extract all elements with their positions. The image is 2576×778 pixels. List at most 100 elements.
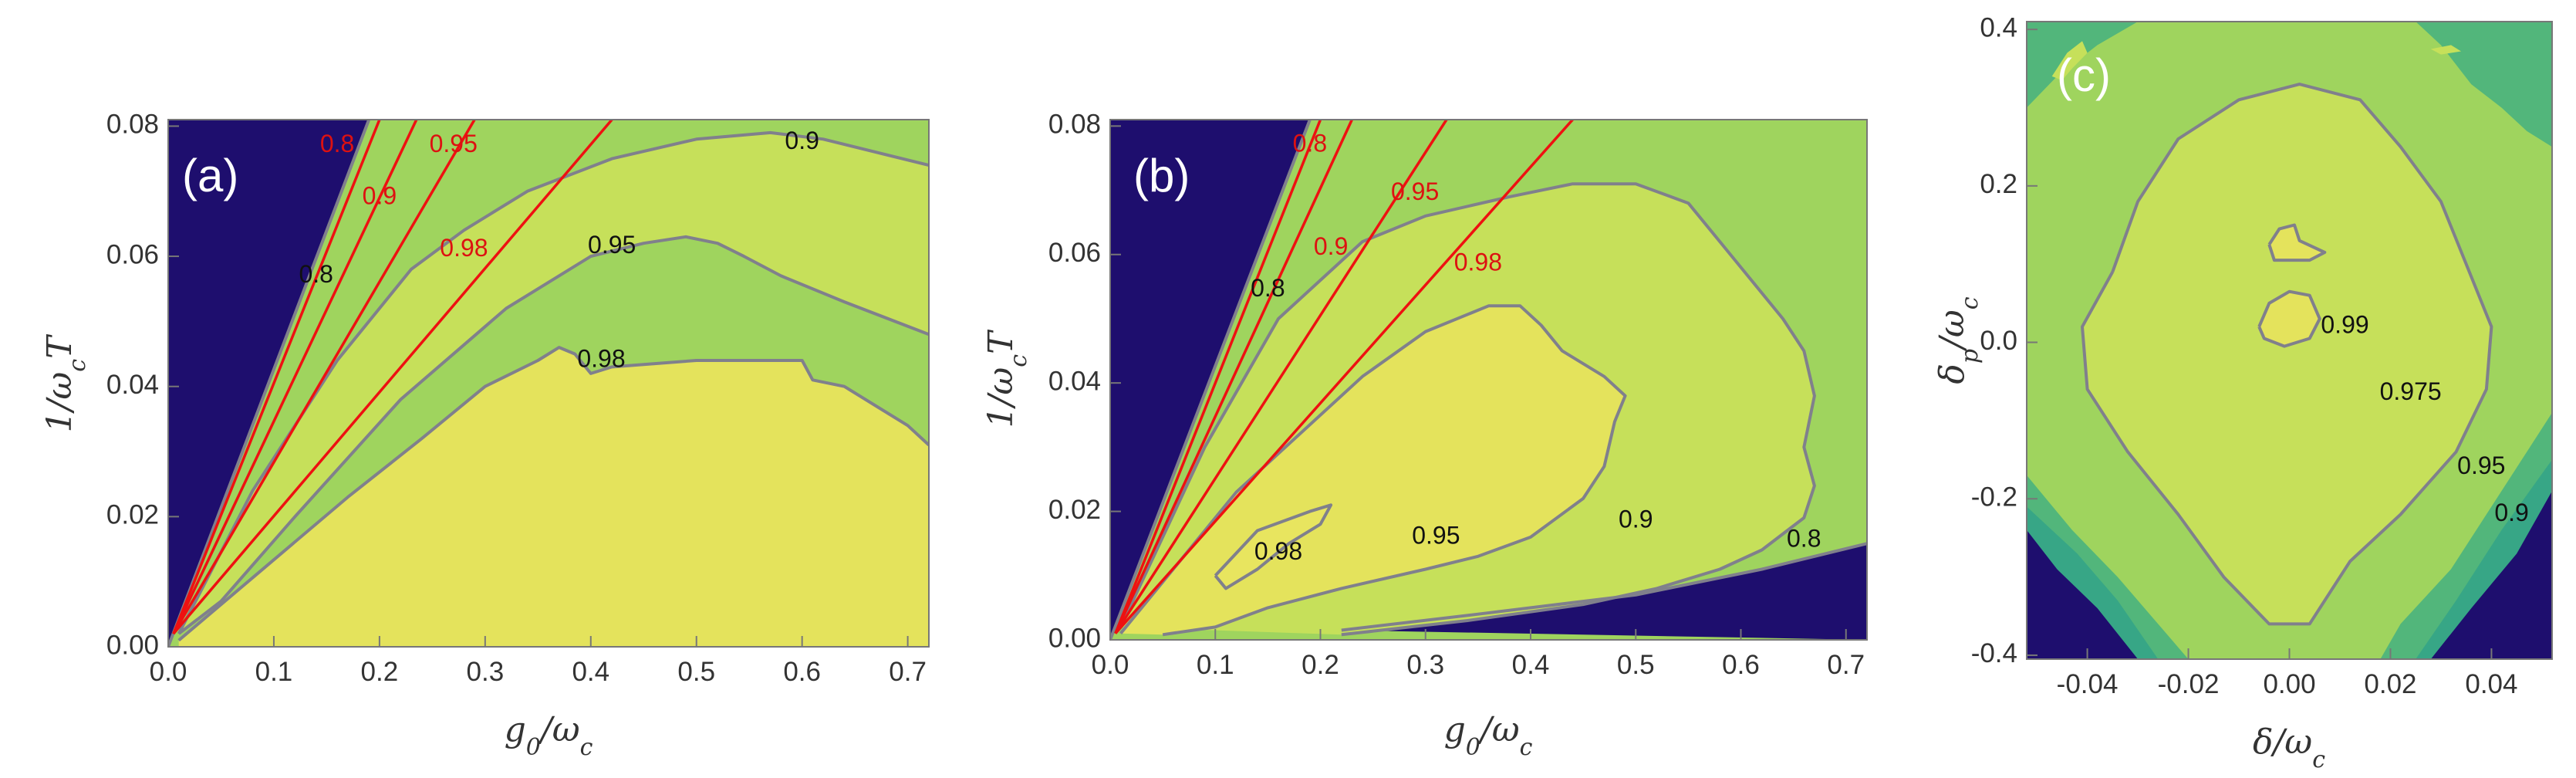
panel-a-contour-label-0: 0.8 xyxy=(299,260,333,288)
panel-a-contour-label-6: 0.95 xyxy=(430,130,478,157)
panel-a-contour-line-0 xyxy=(177,130,929,635)
panel-a-xtick-label: 0.5 xyxy=(677,657,715,687)
panel-b-contour-label-8: 0.98 xyxy=(1454,249,1502,276)
panel-c-region-8 xyxy=(2430,45,2462,55)
panel-b-frame xyxy=(1109,119,1868,641)
panel-b-xtick-label: 0.2 xyxy=(1302,650,1339,680)
panel-a-ylabel: 1/ωcT xyxy=(40,333,91,433)
panel-b-region-5 xyxy=(1215,505,1332,589)
panel-b-ytick-label: 0.04 xyxy=(1048,366,1101,396)
panel-c-region-7 xyxy=(2051,41,2088,80)
panel-a-xtick-label: 0.4 xyxy=(572,657,609,687)
panel-b-contour-label-7: 0.95 xyxy=(1391,178,1439,205)
panel-a-xtick-label: 0.6 xyxy=(783,657,821,687)
panel-a-ytick-label: 0.00 xyxy=(106,630,159,660)
panel-b-contour-line-4 xyxy=(1110,120,1312,640)
panel-c-panel-label: (c) xyxy=(2057,49,2111,101)
panel-a-contour-label-5: 0.9 xyxy=(363,182,397,210)
panel-c-contour-label-2: 0.95 xyxy=(2457,452,2505,479)
panel-c-xtick-label: 0.02 xyxy=(2364,669,2416,699)
panel-a-xtick-label: 0.1 xyxy=(255,657,293,687)
panel-b-panel-label: (b) xyxy=(1133,150,1190,201)
panel-a-xtick-label: 0.0 xyxy=(150,657,187,687)
panel-b-xtick-label: 0.6 xyxy=(1722,650,1760,680)
panel-c-ylabel: δp/ωc xyxy=(1933,296,1983,384)
panel-c-ytick-label: 0.0 xyxy=(1980,326,2017,356)
panel-c-xtick-label: 0.00 xyxy=(2263,669,2315,699)
panel-c-plot-area: 0.99 0.975 0.95 0.9 xyxy=(2027,22,2552,659)
panel-b-contour-line-2 xyxy=(1214,503,1333,590)
panel-b-xtick-label: 0.7 xyxy=(1827,650,1865,680)
panel-b-xlabel: g0/ωc xyxy=(1444,710,1533,761)
panel-b-xtick-label: 0.0 xyxy=(1092,650,1129,680)
panel-b-red-contour-2 xyxy=(1114,120,1448,634)
panel-a-ytick-label: 0.08 xyxy=(106,110,159,140)
panel-c-xtick-label: 0.04 xyxy=(2465,669,2517,699)
panel-b-contour-label-1: 0.98 xyxy=(1254,537,1302,565)
panel-a-red-contour-1 xyxy=(172,120,418,634)
panel-a-contour-label-4: 0.8 xyxy=(320,130,354,157)
panel-a-red-contour-0 xyxy=(172,120,381,634)
panel-b-red-contour-1 xyxy=(1114,120,1353,634)
panel-a-contour-line-3 xyxy=(168,120,371,647)
panel-a-ytick-label: 0.06 xyxy=(106,239,159,269)
panel-b-contour-label-2: 0.95 xyxy=(1412,521,1460,549)
panel-b-plot-area: 0.8 0.98 0.95 0.9 0.8 0.8 0.9 0.95 0.98 xyxy=(1110,120,1867,640)
panel-c-ytick-label: 0.4 xyxy=(1980,12,2017,42)
panel-c-xtick-label: -0.02 xyxy=(2158,669,2220,699)
panel-a-region-3 xyxy=(178,347,929,647)
panel-c-xtick-label: -0.04 xyxy=(2057,669,2119,699)
panel-a-plot-area: 0.8 0.95 0.98 0.9 0.8 0.9 0.95 0.98 xyxy=(168,120,929,647)
panel-c-contour-label-3: 0.9 xyxy=(2494,499,2528,526)
panel-a-panel-label: (a) xyxy=(182,150,238,201)
panel-b-contour-label-6: 0.9 xyxy=(1314,232,1348,260)
panel-a-contour-label-7: 0.98 xyxy=(440,234,488,262)
panel-b-contour-line-0 xyxy=(1119,182,1816,637)
panel-b: 0.8 0.98 0.95 0.9 0.8 0.8 0.9 0.95 0.98 0.0 0.1 0.2… xyxy=(981,110,1868,761)
panel-b-contour-label-0: 0.8 xyxy=(1251,274,1285,302)
panel-c: 0.99 0.975 0.95 0.9 -0.04 -0.02 0.00 0.02 0.04 -0… xyxy=(1933,12,2553,773)
panel-a-contour-line-1 xyxy=(177,235,929,635)
panel-b-ytick-label: 0.02 xyxy=(1048,495,1101,525)
panel-c-region-4 xyxy=(2082,84,2492,624)
panel-c-contour-line-2 xyxy=(2081,83,2493,626)
panel-a-contour-label-2: 0.98 xyxy=(577,344,625,372)
panel-a-xlabel: g0/ωc xyxy=(505,710,593,761)
panel-a-red-contour-2 xyxy=(172,120,476,634)
panel-c-xlabel: δ/ωc xyxy=(2253,722,2325,773)
panel-a-contour-line-2 xyxy=(177,346,929,642)
panel-b-contour-label-4: 0.8 xyxy=(1787,524,1821,552)
panel-a-ytick-label: 0.02 xyxy=(106,500,159,530)
panel-b-ytick-label: 0.08 xyxy=(1048,110,1101,140)
panel-b-xtick-label: 0.5 xyxy=(1617,650,1655,680)
panel-b-contour-line-3 xyxy=(1341,542,1867,632)
panel-c-ytick-label: -0.2 xyxy=(1971,482,2017,512)
panel-c-contour-label-1: 0.975 xyxy=(2380,377,2442,405)
panel-b-xtick-label: 0.4 xyxy=(1512,650,1550,680)
panel-b-xtick-label: 0.3 xyxy=(1406,650,1444,680)
panel-a: 0.8 0.95 0.98 0.9 0.8 0.9 0.95 0.98 0.0 0.1 0.2 0.3… xyxy=(40,110,930,761)
panel-a-contour-label-3: 0.9 xyxy=(785,127,819,154)
panel-b-ytick-label: 0.06 xyxy=(1048,238,1101,268)
panel-b-xtick-label: 0.1 xyxy=(1197,650,1234,680)
panel-c-ytick-label: -0.4 xyxy=(1971,638,2017,668)
panel-b-contour-label-3: 0.9 xyxy=(1619,506,1653,533)
panel-b-red-contour-0 xyxy=(1114,120,1322,634)
panel-a-region-2 xyxy=(178,132,929,634)
panel-c-region-5 xyxy=(2259,291,2320,347)
panel-c-ytick-label: 0.2 xyxy=(1980,169,2017,199)
panel-b-contour-line-1 xyxy=(1119,304,1627,637)
panel-c-contour-line-1 xyxy=(2267,223,2327,262)
panel-c-contour-line-0 xyxy=(2257,289,2321,348)
panel-b-red-contour-3 xyxy=(1114,120,1574,634)
panel-a-xtick-label: 0.3 xyxy=(467,657,505,687)
panel-a-xtick-label: 0.2 xyxy=(361,657,399,687)
panel-b-contour-label-5: 0.8 xyxy=(1293,130,1327,157)
panel-a-ytick-label: 0.04 xyxy=(106,370,159,400)
panel-c-contour-label-0: 0.99 xyxy=(2321,311,2368,339)
panel-b-ylabel: 1/ωcT xyxy=(981,329,1032,428)
panel-a-xtick-label: 0.7 xyxy=(889,657,927,687)
panel-b-ytick-label: 0.00 xyxy=(1048,623,1101,653)
panel-a-red-contour-3 xyxy=(172,120,613,635)
